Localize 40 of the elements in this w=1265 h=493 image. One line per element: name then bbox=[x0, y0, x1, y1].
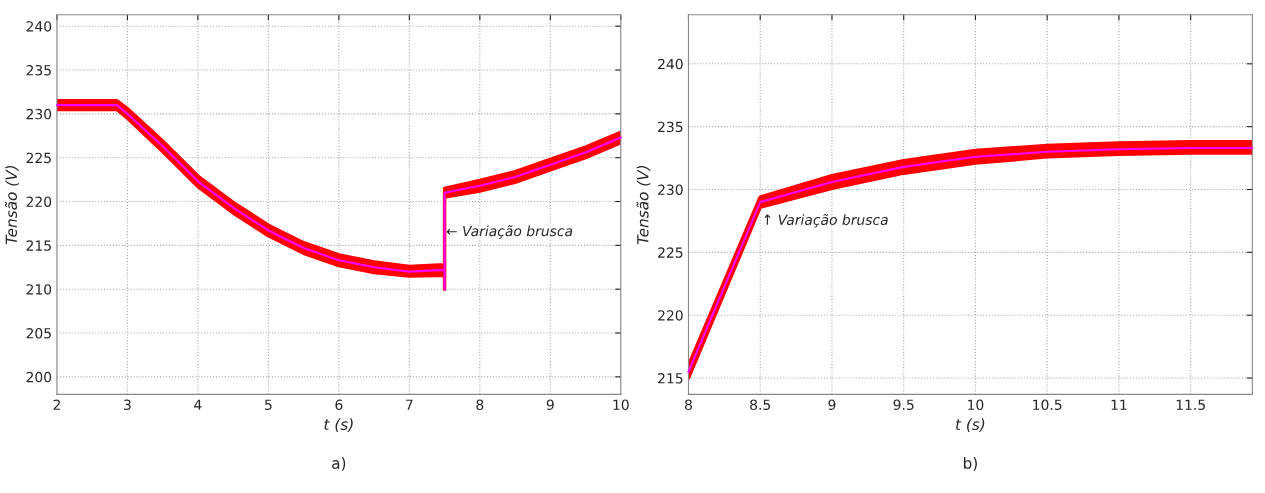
y-axis-title: Tensão (V) bbox=[4, 165, 19, 245]
x-axis-title: t (s) bbox=[324, 418, 353, 432]
y-tick-label: 225 bbox=[658, 247, 683, 258]
text: b) bbox=[963, 457, 977, 471]
x-tick-label: 6 bbox=[335, 399, 343, 411]
x-tick-label: 8 bbox=[476, 399, 484, 411]
y-tick-label: 215 bbox=[26, 240, 51, 251]
text: a) bbox=[332, 457, 346, 471]
y-tick-label: 230 bbox=[658, 184, 683, 195]
annotation: ↑ Variação brusca bbox=[764, 213, 888, 228]
x-tick-label: 9 bbox=[828, 399, 836, 411]
x-tick-label: 8.5 bbox=[750, 399, 771, 411]
x-tick-label: 8 bbox=[684, 399, 692, 411]
y-tick-label: 220 bbox=[26, 196, 52, 207]
y-tick-label: 240 bbox=[26, 21, 52, 32]
x-tick-label: 9.5 bbox=[893, 399, 914, 411]
x-tick-label: 3 bbox=[124, 399, 131, 411]
y-axis-title: Tensão (V) bbox=[636, 165, 651, 245]
y-tick-label: 215 bbox=[658, 373, 683, 384]
x-tick-label: 11.5 bbox=[1176, 399, 1205, 411]
x-tick-label: 10 bbox=[613, 399, 629, 411]
y-tick-label: 220 bbox=[658, 310, 683, 321]
x-tick-label: 11 bbox=[1111, 399, 1127, 410]
x-tick-label: 2 bbox=[53, 399, 60, 410]
y-tick-label: 240 bbox=[658, 58, 683, 70]
y-tick-label: 205 bbox=[26, 328, 51, 339]
x-tick-label: 9 bbox=[546, 399, 554, 411]
x-tick-label: 5 bbox=[265, 399, 272, 411]
x-tick-label: 4 bbox=[194, 399, 202, 410]
x-tick-label: 10 bbox=[968, 399, 984, 411]
annotation: ← Variação brusca bbox=[446, 225, 573, 239]
y-tick-label: 235 bbox=[658, 121, 683, 133]
y-tick-label: 235 bbox=[26, 64, 51, 76]
x-tick-label: 10.5 bbox=[1033, 399, 1062, 411]
y-tick-label: 210 bbox=[26, 284, 52, 295]
y-tick-label: 225 bbox=[26, 152, 51, 164]
y-tick-label: 200 bbox=[26, 371, 52, 383]
x-axis-title: t (s) bbox=[956, 418, 985, 432]
y-tick-label: 230 bbox=[26, 108, 52, 120]
x-tick-label: 7 bbox=[406, 399, 413, 410]
